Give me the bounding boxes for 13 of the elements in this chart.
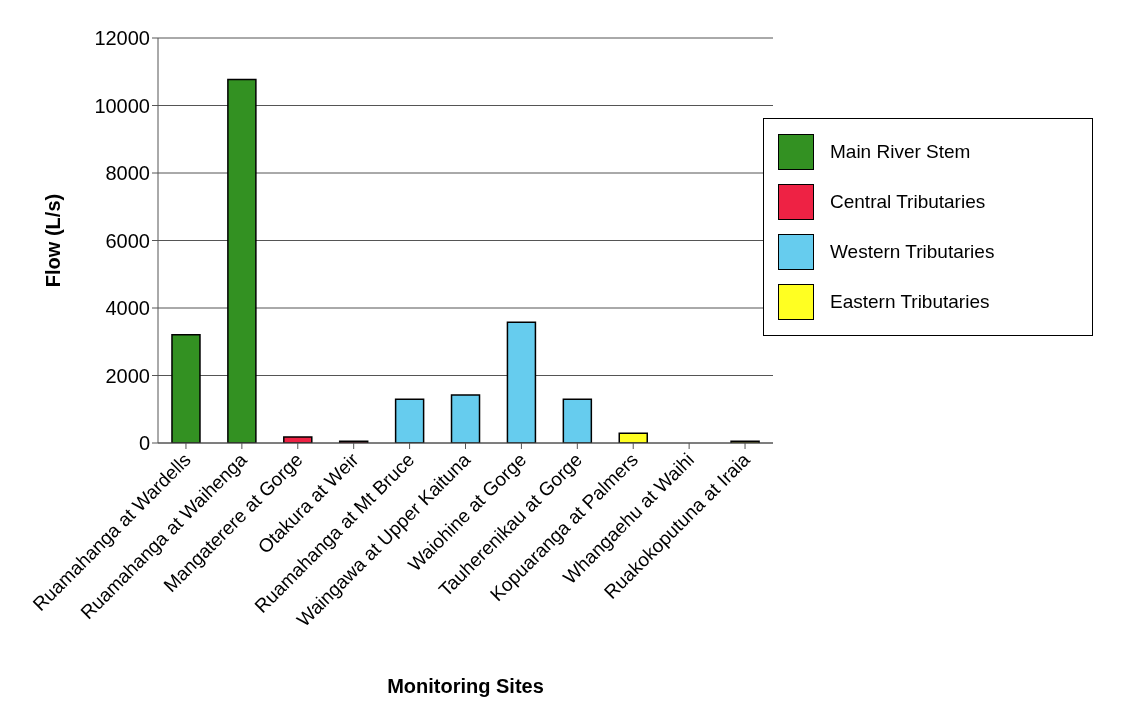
y-tick-label: 12000: [94, 27, 150, 50]
y-axis-title: Flow (L/s): [42, 193, 65, 288]
y-tick-label: 0: [138, 432, 150, 455]
y-tick-label: 10000: [94, 94, 150, 117]
x-axis-title: Monitoring Sites: [387, 675, 544, 697]
y-tick-label: 6000: [105, 229, 150, 252]
legend-label: Main River Stem: [830, 141, 971, 163]
legend-label: Central Tributaries: [830, 191, 986, 213]
legend-label: Eastern Tributaries: [830, 291, 990, 313]
y-tick-label: 2000: [105, 364, 150, 387]
y-tick-label: 8000: [105, 162, 150, 185]
legend-label: Western Tributaries: [830, 241, 995, 263]
y-tick-label: 4000: [105, 297, 150, 320]
